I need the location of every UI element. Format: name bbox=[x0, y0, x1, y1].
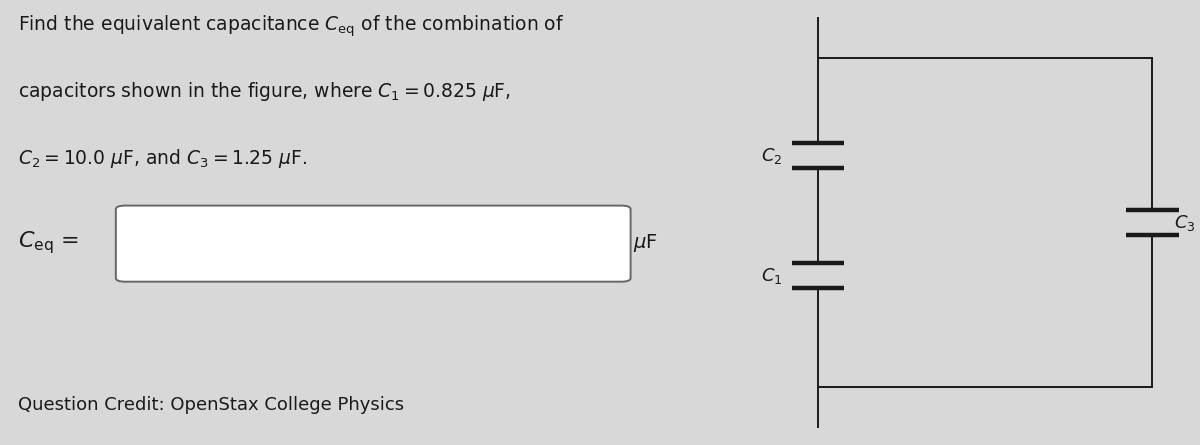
FancyBboxPatch shape bbox=[116, 206, 630, 282]
Text: capacitors shown in the figure, where $C_1 = 0.825\ \mu$F,: capacitors shown in the figure, where $C… bbox=[18, 80, 511, 103]
Text: $C_1$: $C_1$ bbox=[761, 266, 782, 286]
Text: Question Credit: OpenStax College Physics: Question Credit: OpenStax College Physic… bbox=[18, 396, 404, 414]
Text: $C_2 = 10.0\ \mu$F, and $C_3 = 1.25\ \mu$F.: $C_2 = 10.0\ \mu$F, and $C_3 = 1.25\ \mu… bbox=[18, 147, 307, 170]
Text: $C_2$: $C_2$ bbox=[761, 146, 782, 166]
Text: $\mu$F: $\mu$F bbox=[632, 231, 658, 254]
Text: Find the equivalent capacitance $C_{\mathrm{eq}}$ of the combination of: Find the equivalent capacitance $C_{\mat… bbox=[18, 13, 564, 39]
Text: $C_{\mathrm{eq}}$ =: $C_{\mathrm{eq}}$ = bbox=[18, 229, 79, 256]
Text: $C_3$: $C_3$ bbox=[1174, 213, 1195, 232]
